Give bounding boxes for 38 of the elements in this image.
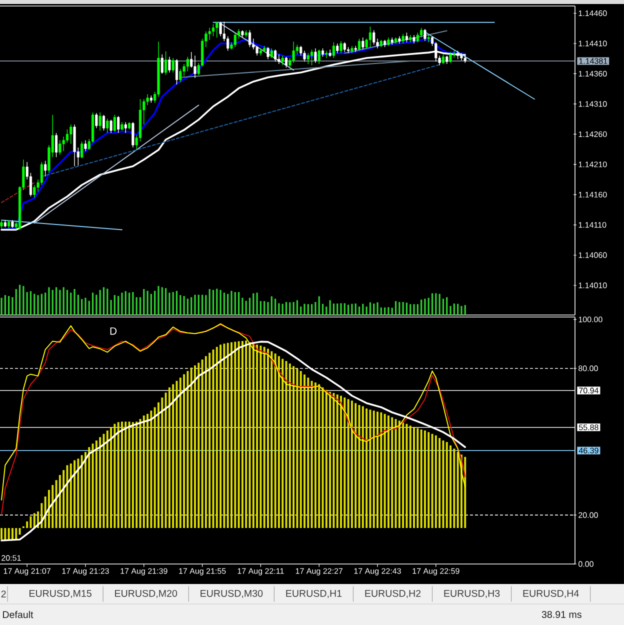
- x-tick-label: 17 Aug 21:55: [179, 568, 226, 576]
- y-tick-label: 1.14360: [578, 70, 607, 77]
- ref-line-label: 55.88: [579, 424, 598, 430]
- x-tick-label: 17 Aug 21:39: [120, 568, 168, 576]
- text: 38.91 ms: [542, 611, 582, 618]
- x-tick-label: 17 Aug 22:59: [412, 568, 460, 576]
- y-tick-label: 1.14410: [578, 40, 607, 46]
- x-tick-label: 17 Aug 21:23: [62, 568, 109, 576]
- y-tick-label: 1.14110: [578, 222, 606, 228]
- y-tick-label: 0.00: [578, 561, 594, 567]
- text: EURUSD,H2: [365, 590, 421, 598]
- text: EURUSD,H4: [523, 590, 579, 598]
- y-tick-label: 1.14310: [578, 101, 607, 107]
- x-tick-label: 17 Aug 21:07: [4, 568, 50, 576]
- ref-line-label: 1.14381: [579, 58, 608, 64]
- ref-line-label: 70.94: [579, 388, 598, 394]
- x-tick-label: 17 Aug 22:11: [238, 568, 284, 576]
- y-tick-label: 1.14210: [578, 162, 607, 168]
- text: EURUSD,M20: [115, 590, 178, 598]
- x-tick-label: 17 Aug 22:43: [354, 568, 401, 576]
- text: EURUSD,H3: [444, 590, 500, 598]
- y-tick-label: 1.14160: [578, 192, 607, 198]
- y-tick-label: 1.14010: [578, 282, 607, 288]
- y-tick-label: 20.00: [578, 512, 598, 518]
- text: EURUSD,M30: [200, 590, 263, 598]
- y-tick-label: 1.14460: [578, 10, 607, 16]
- annotation: 20:51: [2, 555, 21, 561]
- y-tick-label: 100.00: [578, 316, 602, 322]
- annotation: D: [110, 327, 117, 335]
- y-tick-label: 1.14260: [578, 131, 607, 138]
- text: EURUSD,M15: [30, 590, 92, 598]
- text: EURUSD,H1: [286, 590, 342, 598]
- y-tick-label: 80.00: [578, 366, 598, 372]
- text: Default: [3, 610, 34, 618]
- y-tick-label: 1.14060: [578, 252, 607, 258]
- x-tick-label: 17 Aug 22:27: [296, 568, 342, 576]
- text: 2: [1, 590, 6, 598]
- ref-line-label: 46.39: [578, 448, 598, 454]
